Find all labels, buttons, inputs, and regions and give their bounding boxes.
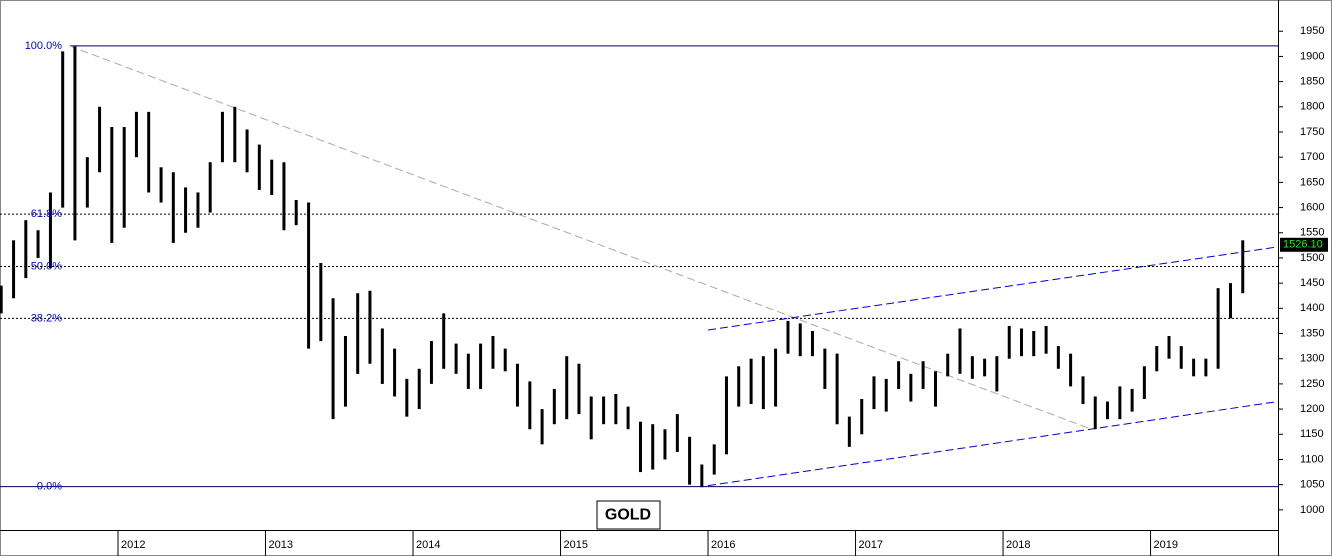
y-tick-label: 1650 [1300,176,1324,188]
y-tick-label: 1800 [1300,101,1324,113]
x-tick-label: 2016 [711,539,735,551]
x-tick-label: 2014 [416,539,440,551]
title-box [596,500,661,530]
fib-label: 100.0% [25,40,63,52]
y-tick-label: 1850 [1300,76,1324,88]
y-tick-label: 1000 [1300,504,1324,516]
y-tick-label: 1450 [1300,277,1324,289]
y-tick-label: 1950 [1300,25,1324,37]
x-tick-label: 2018 [1006,539,1030,551]
y-tick-label: 1550 [1300,227,1324,239]
trend-line [707,401,1279,487]
y-tick-label: 1750 [1300,126,1324,138]
y-tick-label: 1900 [1300,50,1324,62]
y-tick-label: 1400 [1300,302,1324,314]
y-tick-label: 1100 [1300,453,1324,465]
fib-label: 0.0% [37,481,62,493]
x-tick-label: 2015 [564,539,588,551]
x-tick-label: 2017 [859,539,883,551]
y-tick-label: 1050 [1300,479,1324,491]
y-tick-label: 1200 [1300,403,1324,415]
y-tick-label: 1500 [1300,252,1324,264]
y-tick-label: 1250 [1300,378,1324,390]
fib-label: 38.2% [31,312,62,324]
y-tick-label: 1600 [1300,201,1324,213]
trend-line [69,45,1092,430]
chart-title: GOLD [605,507,651,524]
y-tick-label: 1350 [1300,327,1324,339]
y-tick-label: 1700 [1300,151,1324,163]
x-tick-label: 2019 [1154,539,1178,551]
fib-label: 50.0% [31,260,62,272]
x-tick-label: 2012 [121,539,145,551]
fib-label: 61.8% [31,208,62,220]
y-tick-label: 1300 [1300,353,1324,365]
y-tick-label: 1150 [1300,428,1324,440]
x-tick-label: 2013 [269,539,293,551]
last-price-box [1280,237,1328,252]
last-price-label: 1526.10 [1283,239,1323,251]
